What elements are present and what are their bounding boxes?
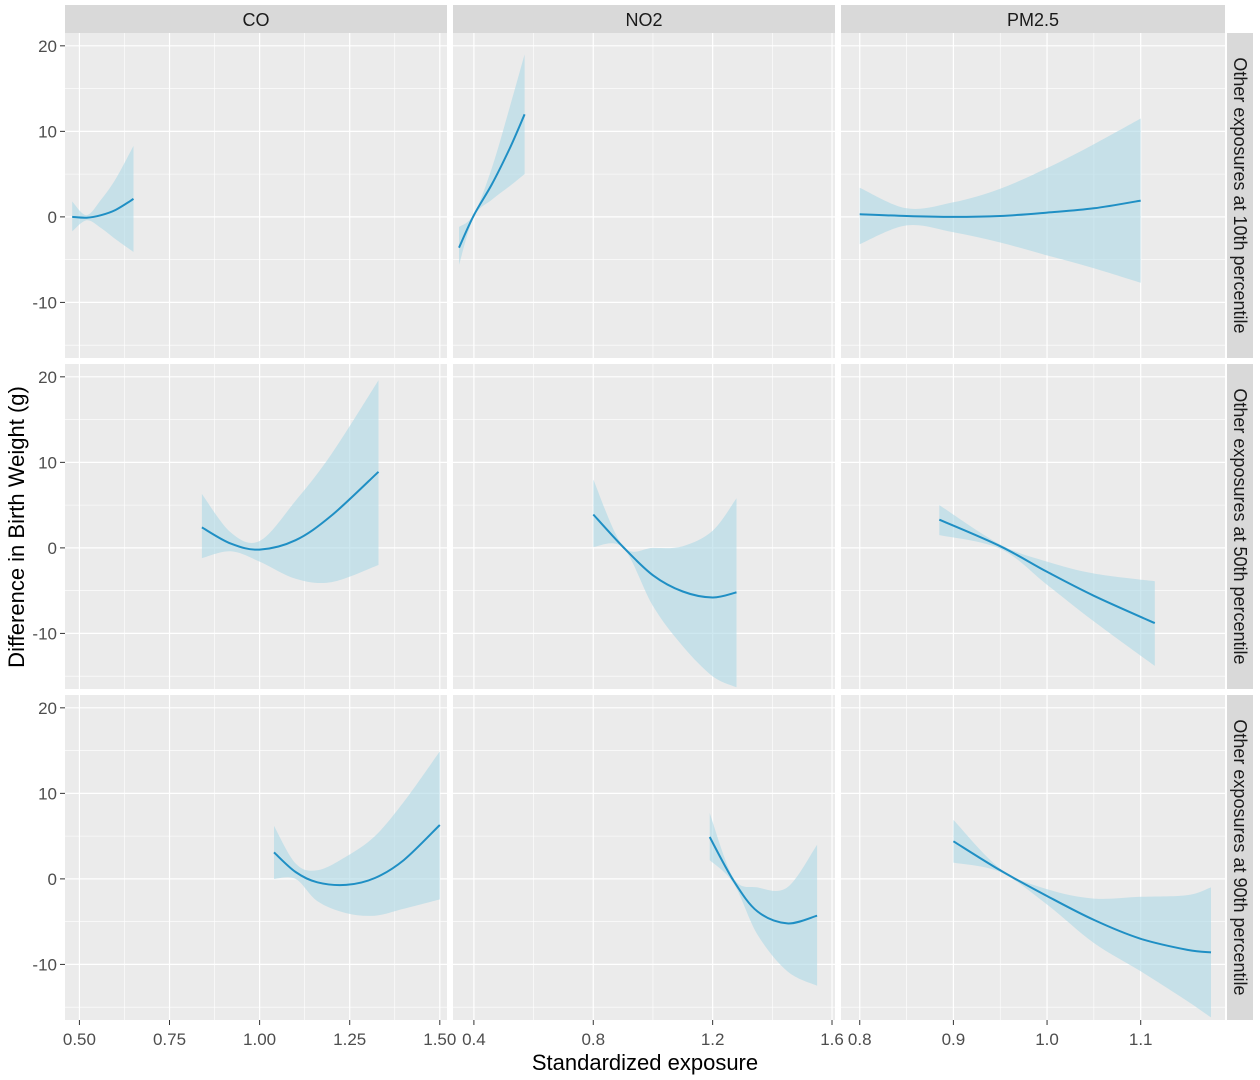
y-tick-label: -10 — [32, 293, 57, 312]
y-tick-label: -10 — [32, 624, 57, 643]
x-tick-label: 1.00 — [243, 1030, 276, 1049]
y-tick-label: 10 — [38, 784, 57, 803]
panel-background — [453, 33, 835, 358]
panel-background — [453, 364, 835, 689]
confidence-ribbon — [201, 380, 379, 584]
x-tick-label: 1.1 — [1129, 1030, 1153, 1049]
x-tick-label: 1.0 — [1035, 1030, 1059, 1049]
x-tick-label: 1.2 — [701, 1030, 725, 1049]
column-strip-co — [65, 5, 447, 33]
fitted-line — [708, 836, 818, 925]
y-tick-label: 20 — [38, 368, 57, 387]
x-tick-label: 0.75 — [153, 1030, 186, 1049]
confidence-ribbon — [72, 145, 134, 252]
fitted-line — [273, 824, 441, 887]
panel-background — [841, 364, 1225, 689]
x-tick-label: 0.8 — [581, 1030, 605, 1049]
confidence-ribbon — [274, 751, 440, 916]
x-axis-title: Standardized exposure — [532, 1050, 758, 1075]
column-strip-pm25 — [841, 5, 1225, 33]
x-tick-label: 1.6 — [820, 1030, 844, 1049]
confidence-ribbon — [709, 813, 818, 986]
x-tick-label: 0.8 — [848, 1030, 872, 1049]
fitted-line — [72, 198, 135, 219]
fitted-line — [201, 471, 380, 551]
y-tick-label: 0 — [48, 870, 57, 889]
column-strip-label: CO — [243, 10, 270, 30]
y-tick-label: -10 — [32, 955, 57, 974]
row-strip-3 — [1227, 695, 1253, 1020]
row-strip-1 — [1227, 33, 1253, 358]
y-tick-label: 20 — [38, 37, 57, 56]
fitted-line — [458, 113, 526, 249]
column-strip-no2 — [453, 5, 835, 33]
x-tick-label: 0.50 — [63, 1030, 96, 1049]
fitted-line — [592, 513, 737, 599]
x-tick-label: 0.4 — [462, 1030, 486, 1049]
row-strip-label: Other exposures at 90th percentile — [1230, 719, 1250, 995]
x-tick-label: 1.25 — [333, 1030, 366, 1049]
column-strip-label: PM2.5 — [1007, 10, 1059, 30]
x-tick-label: 1.50 — [423, 1030, 456, 1049]
confidence-ribbon — [953, 819, 1211, 1018]
fitted-line — [859, 199, 1141, 218]
column-strip-label: NO2 — [625, 10, 662, 30]
fitted-line — [952, 840, 1212, 954]
panel-background — [65, 364, 447, 689]
row-strip-label: Other exposures at 50th percentile — [1230, 388, 1250, 664]
row-strip-2 — [1227, 364, 1253, 689]
x-tick-label: 0.9 — [942, 1030, 966, 1049]
fitted-line — [938, 518, 1156, 625]
y-tick-label: 10 — [38, 453, 57, 472]
y-tick-label: 0 — [48, 208, 57, 227]
panel-background — [453, 695, 835, 1020]
y-tick-label: 0 — [48, 539, 57, 558]
y-axis-title: Difference in Birth Weight (g) — [4, 386, 29, 668]
confidence-ribbon — [939, 505, 1155, 666]
row-strip-label: Other exposures at 10th percentile — [1230, 57, 1250, 333]
confidence-ribbon — [859, 118, 1141, 283]
y-tick-label: 10 — [38, 122, 57, 141]
y-tick-label: 20 — [38, 699, 57, 718]
